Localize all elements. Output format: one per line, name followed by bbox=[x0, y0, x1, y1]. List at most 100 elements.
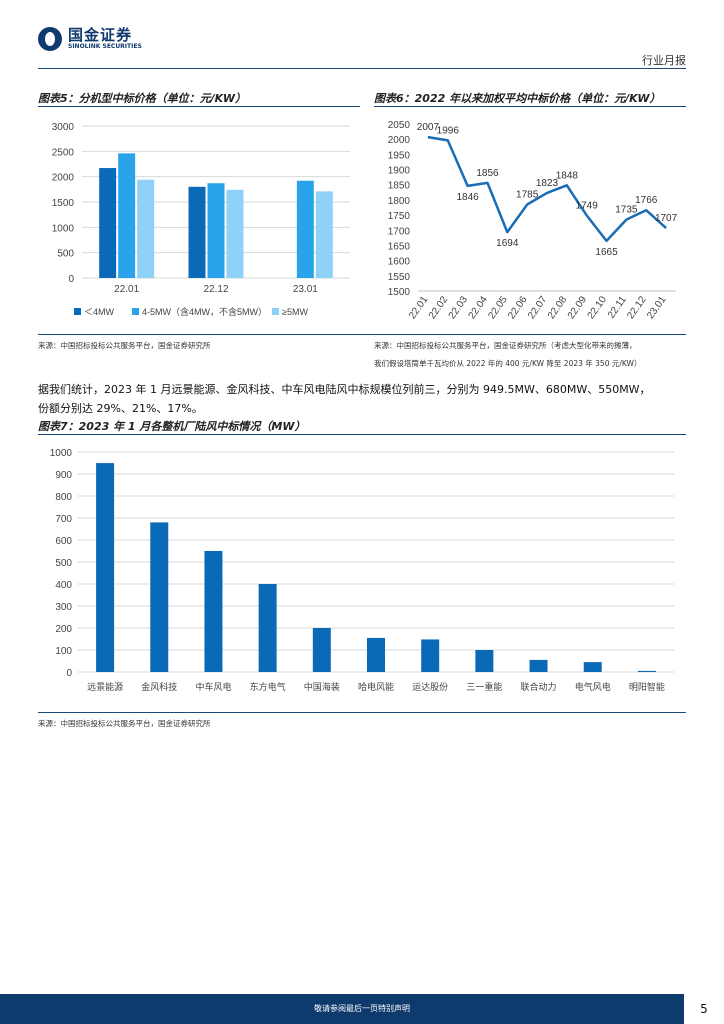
y-tick-label: 100 bbox=[55, 646, 72, 657]
x-tick-label: 联合动力 bbox=[521, 681, 557, 692]
y-tick-label: 900 bbox=[55, 470, 72, 481]
data-label: 1694 bbox=[496, 238, 519, 249]
legend-label: ≥5MW bbox=[282, 307, 308, 317]
y-tick-label: 400 bbox=[55, 580, 72, 591]
figure-row-divider bbox=[38, 334, 686, 335]
bar bbox=[118, 153, 136, 278]
x-tick-label: 22.06 bbox=[506, 294, 530, 321]
bar bbox=[150, 522, 169, 672]
legend-swatch bbox=[132, 308, 139, 315]
bar bbox=[137, 179, 155, 278]
data-label: 1707 bbox=[655, 213, 678, 224]
paragraph-line1: 据我们统计，2023 年 1 月远景能源、金风科技、中车风电陆风中标规模位列前三… bbox=[38, 383, 651, 396]
legend-swatch bbox=[74, 308, 81, 315]
bar bbox=[258, 584, 277, 672]
body-paragraph: 据我们统计，2023 年 1 月远景能源、金风科技、中车风电陆风中标规模位列前三… bbox=[38, 380, 688, 418]
figure7-title-rule bbox=[38, 434, 686, 435]
x-tick-label: 22.12 bbox=[625, 294, 649, 321]
x-tick-label: 22.05 bbox=[486, 294, 510, 321]
figure7-bottom-rule bbox=[38, 712, 686, 713]
figure6-chart: 1500 1550 1600 1650 1700 1750 1800 1850 1900 1950… bbox=[388, 120, 678, 321]
logo-emblem-icon bbox=[38, 27, 62, 51]
y-tick-label: 200 bbox=[55, 624, 72, 635]
bar bbox=[583, 662, 602, 672]
data-label: 2007 bbox=[417, 122, 440, 133]
bar bbox=[99, 168, 117, 278]
data-label: 1846 bbox=[456, 192, 479, 203]
data-label: 1749 bbox=[576, 200, 599, 211]
figure5-title-rule bbox=[38, 106, 360, 107]
x-tick-label: 22.01 bbox=[114, 284, 139, 295]
y-tick-label: 2500 bbox=[52, 147, 75, 158]
y-tick-label: 1000 bbox=[52, 223, 75, 234]
data-label: 1766 bbox=[635, 195, 658, 206]
figure6-title: 图表6：2022 年以来加权平均中标价格（单位：元/KW） bbox=[374, 92, 661, 105]
legend-swatch bbox=[272, 308, 279, 315]
data-label: 1996 bbox=[437, 125, 460, 136]
data-label: 1856 bbox=[476, 168, 499, 179]
figure6-title-rule bbox=[374, 106, 686, 107]
bar bbox=[96, 463, 115, 672]
y-tick-label: 0 bbox=[68, 274, 74, 285]
y-tick-label: 2000 bbox=[388, 135, 411, 146]
legend-label: ＜4MW bbox=[84, 307, 115, 317]
x-tick-label: 22.11 bbox=[606, 294, 629, 321]
y-tick-label: 1000 bbox=[50, 448, 73, 459]
bar bbox=[367, 637, 385, 672]
figure7-source: 来源：中国招标投标公共服务平台，国金证券研究所 bbox=[38, 719, 211, 728]
y-tick-label: 1550 bbox=[388, 272, 411, 283]
bar bbox=[315, 191, 333, 278]
x-tick-label: 哈电风能 bbox=[358, 681, 394, 692]
legend-label: 4-5MW（含4MW，不含5MW） bbox=[142, 306, 267, 317]
x-tick-label: 22.03 bbox=[447, 294, 471, 321]
x-tick-label: 22.08 bbox=[546, 294, 570, 321]
figure6-source-line1: 来源：中国招标投标公共服务平台，国金证券研究所（考虑大型化带来的摊薄， bbox=[374, 341, 637, 350]
bar bbox=[475, 650, 494, 672]
x-tick-label: 远景能源 bbox=[87, 681, 123, 692]
x-tick-label: 22.04 bbox=[467, 294, 491, 321]
footer-disclaimer: 敬请参阅最后一页特别声明 bbox=[314, 1004, 410, 1013]
company-name-cn: 国金证券 bbox=[68, 26, 133, 44]
y-tick-label: 1500 bbox=[388, 287, 411, 298]
y-tick-label: 500 bbox=[55, 558, 72, 569]
data-label: 1735 bbox=[615, 205, 638, 216]
company-logo: 国金证券 SINOLINK SECURITIES bbox=[38, 27, 142, 51]
x-tick-label: 金风科技 bbox=[141, 681, 177, 692]
bar bbox=[637, 670, 656, 672]
x-tick-label: 运达股份 bbox=[412, 681, 448, 692]
y-tick-label: 800 bbox=[55, 492, 72, 503]
y-tick-label: 2000 bbox=[52, 173, 75, 184]
y-tick-label: 1700 bbox=[388, 226, 411, 237]
page-number: 5 bbox=[684, 994, 724, 1024]
bar bbox=[529, 659, 548, 672]
x-tick-label: 中国海装 bbox=[304, 681, 340, 692]
bar bbox=[204, 551, 223, 672]
figure7-chart: 0 100 200 300 400 500 600 700 800 900 1000 远景能源 金风科技… bbox=[50, 448, 674, 692]
y-tick-label: 1650 bbox=[388, 241, 411, 252]
data-label: 1823 bbox=[536, 178, 559, 189]
bar bbox=[312, 628, 331, 672]
y-tick-label: 1900 bbox=[388, 166, 411, 177]
bar bbox=[188, 186, 206, 278]
page-footer: 敬请参阅最后一页特别声明 5 bbox=[0, 994, 724, 1024]
figure6-source-line2: 我们假设塔筒单千瓦均价从 2022 年的 400 元/KW 降至 2023 年 … bbox=[374, 359, 642, 368]
paragraph-line2: 份额分别达 29%、21%、17%。 bbox=[38, 402, 203, 415]
x-tick-label: 东方电气 bbox=[250, 681, 286, 692]
data-label: 1785 bbox=[516, 189, 539, 200]
y-tick-label: 1800 bbox=[388, 196, 411, 207]
y-tick-label: 3000 bbox=[52, 122, 75, 133]
x-tick-label: 明阳智能 bbox=[629, 681, 665, 692]
x-tick-label: 23.01 bbox=[293, 284, 318, 295]
figure5-title: 图表5：分机型中标价格（单位：元/KW） bbox=[38, 92, 247, 105]
x-tick-label: 电气风电 bbox=[575, 681, 611, 692]
y-tick-label: 300 bbox=[55, 602, 72, 613]
x-tick-label: 22.02 bbox=[427, 294, 451, 321]
page-header: 国金证券 SINOLINK SECURITIES 行业月报 bbox=[0, 0, 724, 70]
y-tick-label: 700 bbox=[55, 514, 72, 525]
y-tick-label: 1600 bbox=[388, 257, 411, 268]
company-name-en: SINOLINK SECURITIES bbox=[68, 43, 142, 50]
x-tick-label: 22.12 bbox=[203, 284, 228, 295]
data-label: 1665 bbox=[595, 247, 618, 258]
bar bbox=[207, 183, 225, 278]
y-tick-label: 0 bbox=[66, 668, 72, 679]
